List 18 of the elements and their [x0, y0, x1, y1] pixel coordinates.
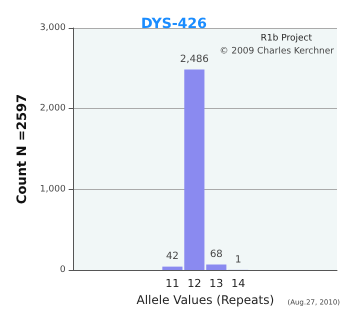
- annotation: © 2009 Charles Kerchner: [219, 46, 334, 56]
- annotation: R1b Project: [260, 34, 312, 44]
- y-tick-label: 3,000: [40, 23, 66, 33]
- y-tick-label: 1,000: [40, 184, 66, 194]
- x-axis-title: Allele Values (Repeats): [136, 292, 274, 307]
- x-tick-label: 12: [187, 277, 202, 290]
- x-tick-label: 14: [231, 277, 246, 290]
- x-tick-label: 11: [165, 277, 180, 290]
- y-axis-title: Count N =2597: [15, 94, 30, 204]
- chart-title: DYS-426: [141, 16, 207, 32]
- data-label: 68: [210, 249, 223, 260]
- data-label: 42: [166, 251, 179, 262]
- y-tick-label: 0: [60, 265, 66, 275]
- y-tick-label: 2,000: [40, 104, 66, 114]
- bar: [162, 266, 183, 270]
- data-label: 1: [235, 254, 242, 266]
- x-tick-label: 13: [209, 277, 224, 290]
- data-label: 2,486: [180, 54, 209, 65]
